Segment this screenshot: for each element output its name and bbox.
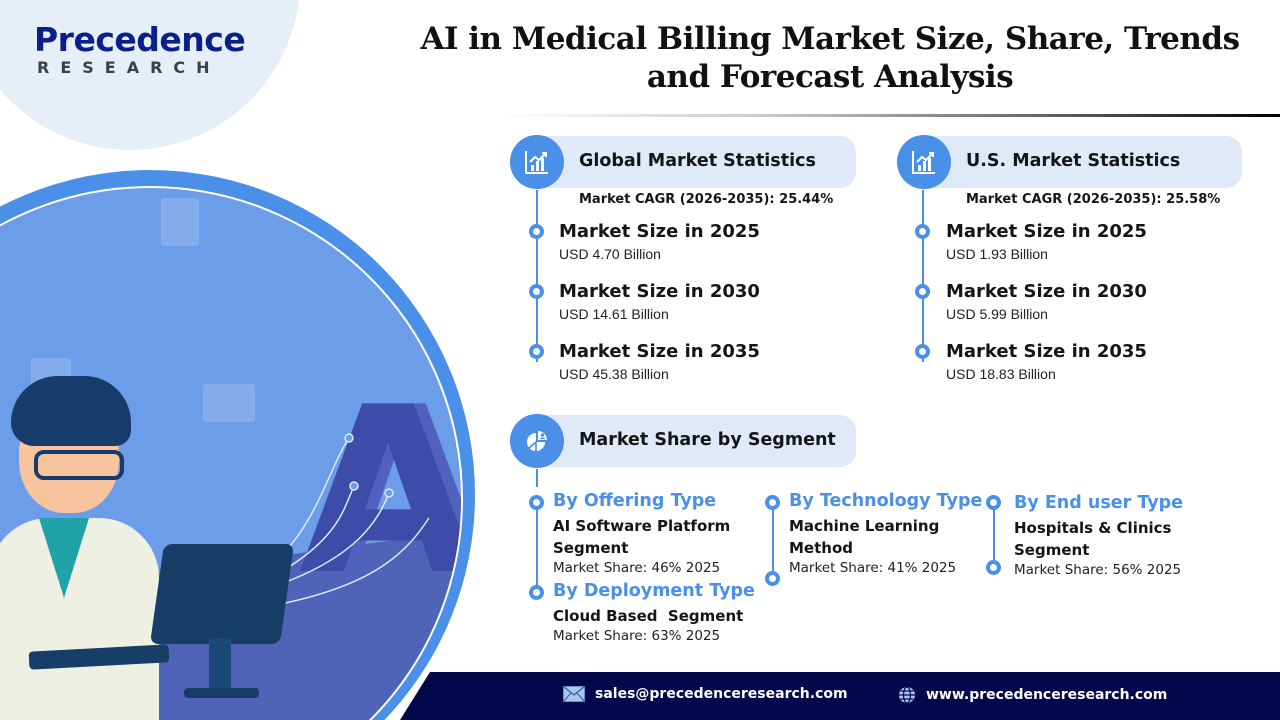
segment-share-end-user: Market Share: 56% 2025 — [1014, 562, 1182, 578]
ai-letter-a-icon: A — [299, 359, 463, 626]
illustration-doctor-computer: A — [0, 186, 463, 720]
segment-type-deployment: By Deployment Type — [553, 581, 755, 601]
segment-name-deployment: Cloud Based Segment — [553, 607, 744, 625]
segment-header — [536, 415, 856, 467]
segment-share-offering: Market Share: 46% 2025 — [553, 560, 721, 576]
footer-email-link[interactable]: sales@precedenceresearch.com — [563, 686, 848, 702]
envelope-icon — [563, 686, 585, 702]
invoice-icon — [161, 198, 199, 246]
segment-share-deployment: Market Share: 63% 2025 — [553, 628, 721, 644]
timeline-dot-icon — [915, 344, 930, 359]
timeline-dot-icon — [915, 224, 930, 239]
us-stats-title: U.S. Market Statistics — [966, 151, 1181, 171]
us-timeline-line — [922, 190, 924, 362]
segment-title: Market Share by Segment — [579, 430, 836, 450]
doctor-coat — [0, 518, 159, 720]
segment-timeline-line — [536, 502, 538, 592]
monitor-stand — [209, 638, 231, 693]
timeline-dot-icon — [765, 495, 780, 510]
us-bar-chart-growth-icon — [897, 135, 951, 189]
glasses-icon — [34, 450, 124, 480]
global-cagr: Market CAGR (2026-2035): 25.44% — [579, 192, 834, 207]
title-line-1: AI in Medical Billing Market Size, Share… — [420, 21, 1240, 57]
us-stat-value: USD 18.83 Billion — [946, 366, 1056, 382]
us-cagr: Market CAGR (2026-2035): 25.58% — [966, 192, 1221, 207]
footer-website-text: www.precedenceresearch.com — [926, 687, 1168, 703]
segment-connector-line — [536, 469, 538, 487]
timeline-dot-icon — [986, 560, 1001, 575]
timeline-dot-icon — [529, 585, 544, 600]
global-stats-title: Global Market Statistics — [579, 151, 816, 171]
brand-logo[interactable]: Precedence RESEARCH — [34, 20, 246, 78]
segment-name-technology: Machine Learning Method — [789, 517, 940, 557]
segment-name-end-user: Hospitals & Clinics Segment — [1014, 519, 1172, 559]
us-stat-value: USD 1.93 Billion — [946, 246, 1048, 262]
global-bar-chart-growth-icon — [510, 135, 564, 189]
segment-type-end-user: By End user Type — [1014, 493, 1184, 513]
circuit-wires-icon — [258, 433, 430, 609]
global-stat-value: USD 45.38 Billion — [559, 366, 669, 382]
title-line-2: and Forecast Analysis — [646, 59, 1014, 95]
timeline-dot-icon — [765, 571, 780, 586]
monitor-base — [184, 688, 259, 698]
segment-name-offering: AI Software Platform Segment — [553, 517, 731, 557]
page-title: AI in Medical Billing Market Size, Share… — [420, 20, 1240, 96]
segment-timeline-line — [993, 502, 995, 568]
timeline-dot-icon — [529, 224, 544, 239]
us-stat-label: Market Size in 2030 — [946, 281, 1147, 302]
global-stats-header — [536, 136, 856, 188]
doctor-hair — [11, 376, 131, 446]
title-divider — [500, 114, 1280, 117]
global-stat-label: Market Size in 2030 — [559, 281, 760, 302]
us-stats-header — [922, 136, 1242, 188]
global-timeline-line — [536, 190, 538, 362]
global-stat-label: Market Size in 2035 — [559, 341, 760, 362]
footer-website-link[interactable]: www.precedenceresearch.com — [898, 686, 1167, 704]
pie-chart-user-icon — [510, 414, 564, 468]
logo-wordmark: Precedence — [34, 20, 246, 59]
timeline-dot-icon — [986, 495, 1001, 510]
timeline-dot-icon — [915, 284, 930, 299]
global-stat-label: Market Size in 2025 — [559, 221, 760, 242]
timeline-dot-icon — [529, 284, 544, 299]
code-screen-icon — [203, 384, 255, 422]
global-stat-value: USD 4.70 Billion — [559, 246, 661, 262]
us-stat-value: USD 5.99 Billion — [946, 306, 1048, 322]
global-stat-value: USD 14.61 Billion — [559, 306, 669, 322]
us-stat-label: Market Size in 2025 — [946, 221, 1147, 242]
timeline-dot-icon — [529, 495, 544, 510]
us-stat-label: Market Size in 2035 — [946, 341, 1147, 362]
computer-monitor-icon — [149, 544, 295, 644]
segment-type-technology: By Technology Type — [789, 491, 983, 511]
segment-share-technology: Market Share: 41% 2025 — [789, 560, 957, 576]
segment-timeline-line — [772, 502, 774, 578]
segment-type-offering: By Offering Type — [553, 491, 717, 511]
globe-icon — [899, 686, 915, 704]
logo-subtitle: RESEARCH — [37, 58, 221, 77]
timeline-dot-icon — [529, 344, 544, 359]
footer-email-text: sales@precedenceresearch.com — [595, 686, 848, 702]
